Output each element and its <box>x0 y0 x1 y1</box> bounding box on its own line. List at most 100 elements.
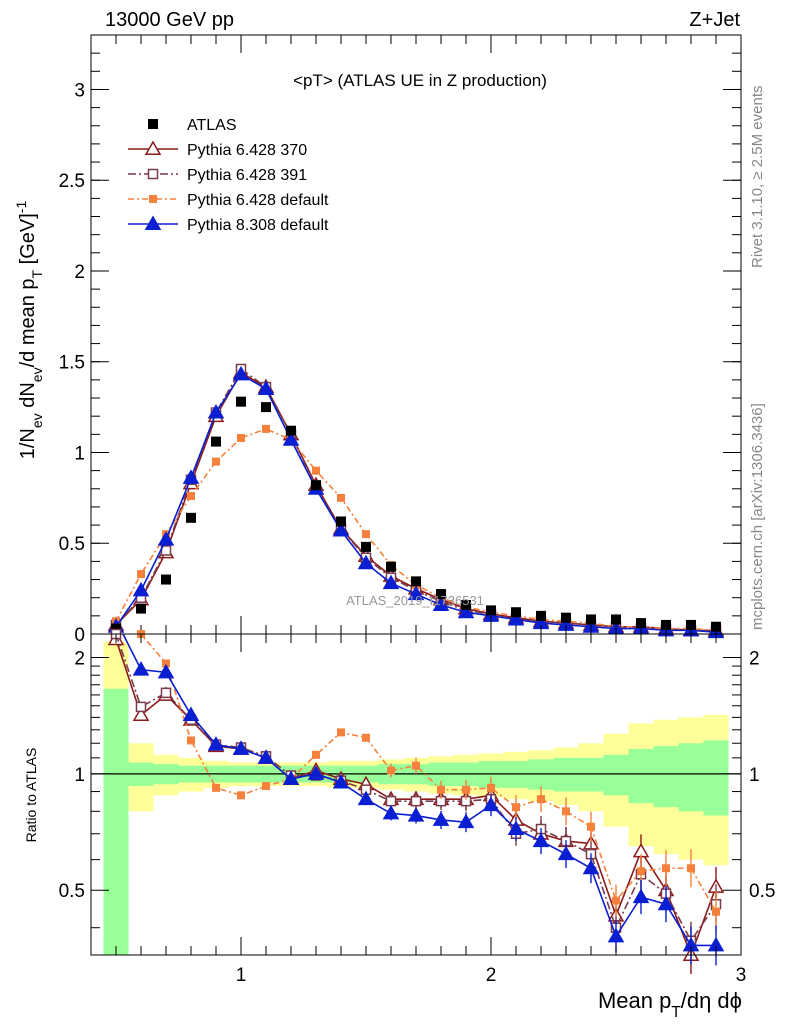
band-inner-20 <box>603 754 629 796</box>
ratio-point-pythia-8-308-default-15 <box>482 796 500 812</box>
point-pythia-8-308-default-9 <box>332 522 350 537</box>
point-pythia-8-308-default-6 <box>257 380 275 395</box>
point-pythia-8-308-default-2 <box>157 531 175 546</box>
point-pythia-8-308-default-3 <box>182 469 200 484</box>
point-atlas-13 <box>436 589 446 600</box>
point-atlas-7 <box>286 425 296 436</box>
legend-pythia-6-428-391-label: Pythia 6.428 391 <box>187 167 307 184</box>
point-pythia-8-308-default-4 <box>207 404 225 419</box>
point-atlas-12 <box>411 576 421 587</box>
band-inner-0 <box>103 688 129 955</box>
ratio-point-pythia-8-308-default-7 <box>282 770 300 785</box>
point-atlas-19 <box>586 614 596 625</box>
legend-pythia-6-428-370-marker <box>144 140 162 155</box>
point-atlas-1 <box>136 603 146 614</box>
ratio-point-pythia-6-428-default-16 <box>512 803 520 812</box>
legend: ATLAS Pythia 6.428 370 Pythia 6.428 391 Pyt… <box>128 117 329 234</box>
analysis-watermark: ATLAS_2019_I1736531 <box>346 593 484 608</box>
band-inner-21 <box>628 748 654 804</box>
point-atlas-14 <box>461 599 471 610</box>
legend-atlas-marker <box>148 119 158 129</box>
band-inner-24 <box>703 740 729 816</box>
x-tick-label-2: 3 <box>736 965 747 986</box>
legend-pythia-6-428-370-label: Pythia 6.428 370 <box>187 142 307 159</box>
ratio-ytick-label-right-0: 0.5 <box>749 881 775 902</box>
point-atlas-23 <box>686 619 696 630</box>
point-pythia-8-308-default-13 <box>432 596 450 611</box>
point-pythia-6-428-default-4 <box>212 457 220 466</box>
ratio-point-pythia-8-308-default-11 <box>382 804 400 820</box>
point-pythia-6-428-default-10 <box>362 530 370 539</box>
legend-atlas-label: ATLAS <box>187 117 237 134</box>
ratio-point-pythia-6-428-default-12 <box>412 761 420 770</box>
x-tick-label-0: 1 <box>236 965 247 986</box>
ratio-point-pythia-8-308-default-6 <box>257 749 275 764</box>
ratio-ytick-label-right-1: 1 <box>749 765 760 786</box>
ratio-point-pythia-8-308-default-2 <box>157 663 175 679</box>
ratio-point-pythia-8-308-default-9 <box>332 773 350 789</box>
ratio-point-pythia-8-308-default-16 <box>507 820 525 836</box>
main-ytick-label-6: 3 <box>74 80 85 101</box>
ratio-point-pythia-6-428-default-14 <box>462 785 470 794</box>
ratio-point-pythia-6-428-default-21 <box>637 867 645 876</box>
ratio-ytick-label-0: 0.5 <box>59 881 85 902</box>
band-inner-19 <box>578 757 604 792</box>
ratio-point-pythia-8-308-default-8 <box>307 765 325 780</box>
point-pythia-6-428-default-3 <box>187 492 195 501</box>
ratio-axes: 0.5 0.5 1 1 2 2 1 2 3 <box>59 633 775 986</box>
point-atlas-9 <box>336 516 346 527</box>
point-atlas-16 <box>511 607 521 618</box>
point-atlas-15 <box>486 605 496 616</box>
ratio-point-pythia-6-428-default-4 <box>212 783 220 792</box>
ratio-point-pythia-6-428-default-5 <box>237 791 245 800</box>
ratio-point-pythia-6-428-370-1 <box>132 706 150 721</box>
ratio-point-pythia-6-428-391-11 <box>385 795 397 807</box>
band-inner-23 <box>678 743 704 812</box>
header-energy-label: 13000 GeV pp <box>105 9 234 31</box>
main-ytick-label-3: 1.5 <box>59 353 85 374</box>
point-pythia-8-308-default-10 <box>357 554 375 570</box>
ratio-point-pythia-8-308-default-19 <box>582 859 600 875</box>
ratio-ytick-label-right-2: 2 <box>749 648 760 669</box>
main-panel: ATLAS_2019_I1736531 <pT> (ATLAS UE in Z … <box>13 34 742 646</box>
x-axis-label: Mean pT/dη dϕ <box>598 988 742 1021</box>
point-pythia-6-428-default-6 <box>262 424 270 433</box>
ratio-point-pythia-6-428-default-11 <box>387 766 395 775</box>
point-atlas-22 <box>661 619 671 630</box>
point-atlas-10 <box>361 541 371 552</box>
point-atlas-4 <box>211 436 221 447</box>
legend-pythia-8-308-default-marker <box>144 215 162 230</box>
ratio-plot-area <box>91 628 741 974</box>
ratio-point-pythia-6-428-default-23 <box>687 864 695 873</box>
ratio-point-pythia-6-428-391-2 <box>160 687 172 699</box>
point-pythia-6-428-default-1 <box>137 570 145 579</box>
ratio-point-pythia-6-428-default-6 <box>262 782 270 791</box>
ratio-point-pythia-6-428-default-17 <box>537 795 545 804</box>
ratio-ytick-label-1: 1 <box>74 765 85 786</box>
ratio-point-pythia-6-428-default-3 <box>187 736 195 745</box>
ratio-point-pythia-6-428-391-1 <box>135 701 147 713</box>
point-atlas-3 <box>186 512 196 523</box>
main-ytick-label-4: 2 <box>74 262 85 283</box>
point-pythia-6-428-default-5 <box>237 433 245 442</box>
ratio-panel: 0.5 0.5 1 1 2 2 1 2 3 Ratio to ATLAS <box>23 628 775 986</box>
main-chart-title: <pT> (ATLAS UE in Z production) <box>293 71 547 90</box>
point-atlas-17 <box>536 610 546 621</box>
point-atlas-21 <box>636 618 646 629</box>
main-ytick-label-1: 0.5 <box>59 534 85 555</box>
ratio-point-pythia-8-308-default-21 <box>632 888 650 904</box>
ratio-point-pythia-6-428-391-12 <box>410 795 422 807</box>
ratio-point-pythia-8-308-default-1 <box>132 661 150 676</box>
point-pythia-8-308-default-14 <box>457 603 475 619</box>
ratio-point-pythia-6-428-default-24 <box>712 907 720 916</box>
band-inner-18 <box>553 757 579 792</box>
ratio-point-pythia-6-428-default-18 <box>562 807 570 816</box>
ratio-point-pythia-8-308-default-5 <box>232 740 250 755</box>
ratio-point-pythia-6-428-default-2 <box>162 659 170 668</box>
ratio-point-pythia-6-428-default-15 <box>487 783 495 792</box>
legend-pythia-8-308-default-label: Pythia 8.308 default <box>187 217 329 234</box>
legend-pythia-6-428-391-marker <box>147 168 159 180</box>
main-ytick-label-5: 2.5 <box>59 171 85 192</box>
point-pythia-8-308-default-1 <box>132 581 150 597</box>
